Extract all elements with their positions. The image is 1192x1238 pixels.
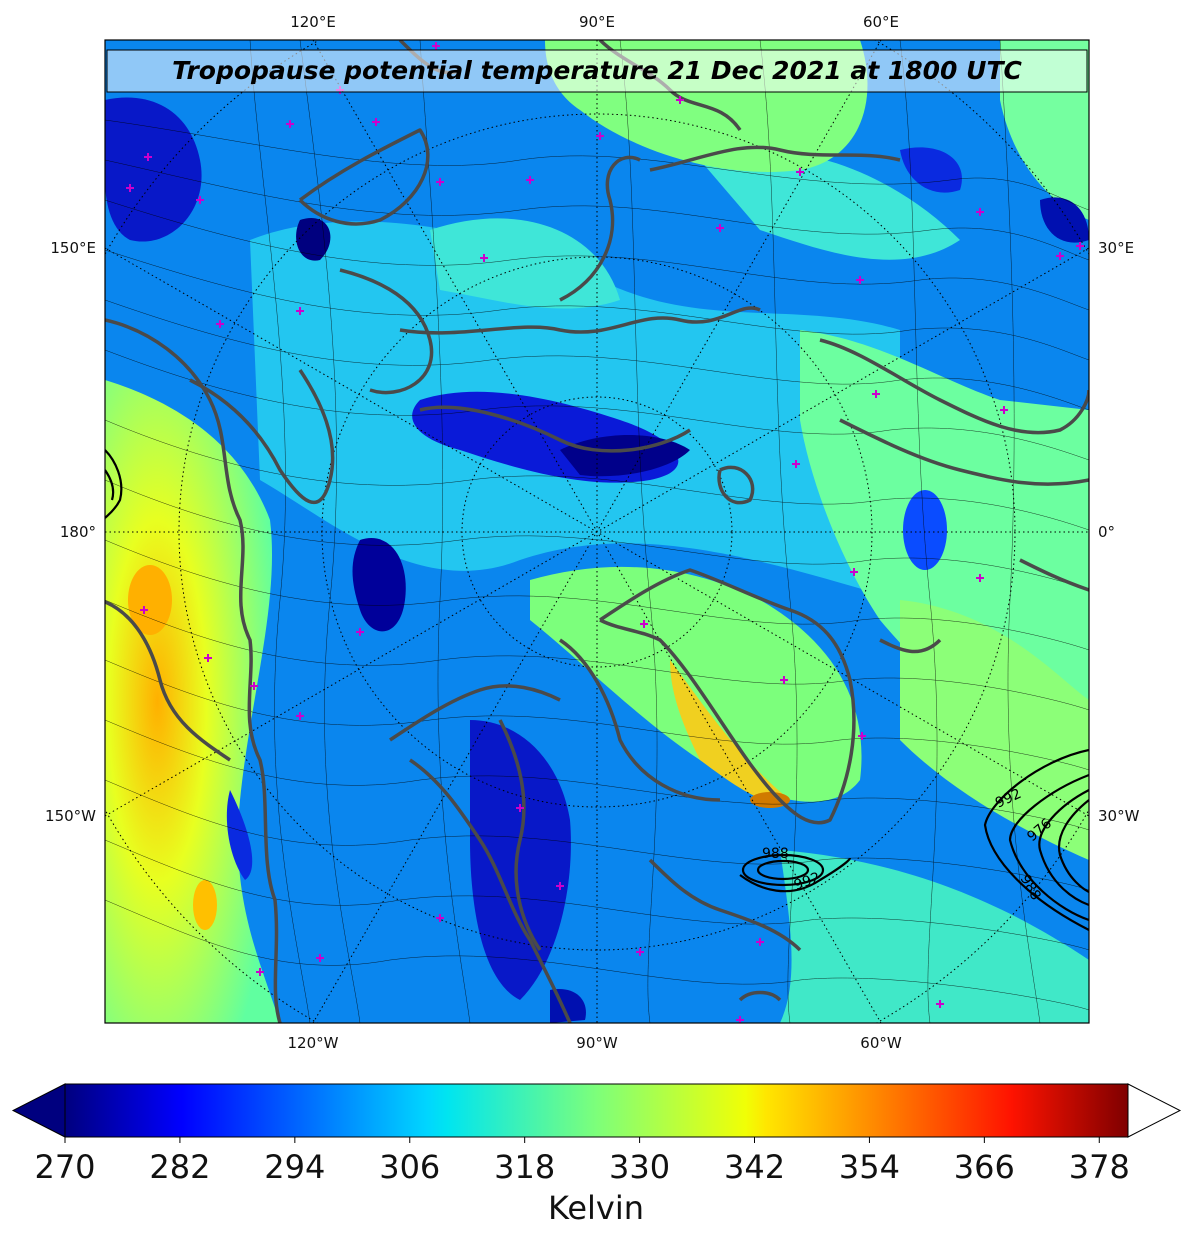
lon-label-left-150w: 150°W [45, 807, 96, 825]
colorbar-tick-label: 294 [264, 1148, 325, 1186]
lon-label-top-60e: 60°E [863, 13, 899, 31]
graticule [105, 40, 1089, 1023]
colorbar-tick-label: 330 [609, 1148, 670, 1186]
lon-label-top-120e: 120°E [290, 13, 336, 31]
colorbar-gradient [64, 1083, 1129, 1138]
colorbar-tick-label: 282 [149, 1148, 210, 1186]
colorbar-tick-label: 342 [724, 1148, 785, 1186]
lon-label-bottom-120w: 120°W [288, 1034, 339, 1052]
lon-label-left-150e: 150°E [50, 239, 96, 257]
lon-label-top-90e: 90°E [579, 13, 615, 31]
colorbar-label: Kelvin [548, 1189, 644, 1227]
colorbar-tick-label: 318 [494, 1148, 555, 1186]
pressure-label-988-a: 988 [762, 846, 789, 862]
lon-label-bottom-90w: 90°W [576, 1034, 618, 1052]
longitude-labels: 120°E 90°E 60°E 120°W 90°W 60°W 150°E 18… [45, 13, 1140, 1052]
colorbar-tick-label: 378 [1069, 1148, 1130, 1186]
colorbar-tick-label: 270 [34, 1148, 95, 1186]
lon-label-right-0: 0° [1098, 523, 1115, 541]
station-markers [126, 42, 1084, 1023]
lon-label-bottom-60w: 60°W [860, 1034, 902, 1052]
colorbar-min-extension [11, 1083, 66, 1138]
colorbar-max-extension [1127, 1083, 1182, 1138]
colorbar-tick-label: 354 [839, 1148, 900, 1186]
map-frame [104, 39, 1090, 1024]
colorbar-tick-label: 306 [379, 1148, 440, 1186]
lon-label-right-30w: 30°W [1098, 807, 1140, 825]
colorbar-ticks: 270 282 294 306 318 330 342 354 366 378 [34, 1137, 1130, 1186]
colorbar: 270 282 294 306 318 330 342 354 366 378 Kelvin [11, 1083, 1182, 1227]
title-box [106, 49, 1088, 93]
lon-label-left-180: 180° [60, 523, 96, 541]
map-title: Tropopause potential temperature 21 Dec … [172, 56, 1022, 85]
colorbar-tick-label: 366 [954, 1148, 1015, 1186]
pressure-contours [105, 449, 1089, 931]
map-panel: 988 992 992 976 988 Tropopause potential… [105, 40, 1089, 1023]
lon-label-right-30e: 30°E [1098, 239, 1134, 257]
